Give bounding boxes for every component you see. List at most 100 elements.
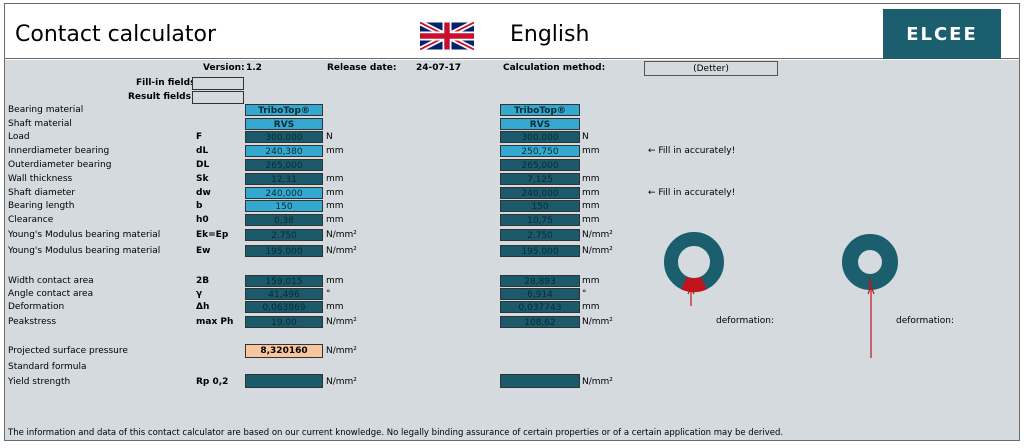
row-unit-a: mm bbox=[326, 215, 344, 225]
result-value-b: 28,893 bbox=[500, 275, 580, 287]
row-label: Shaft diameter bbox=[8, 188, 76, 198]
result-value-b: 6,914 bbox=[500, 288, 580, 300]
row-label: Innerdiameter bearing bbox=[8, 146, 110, 156]
row-value-a[interactable]: TriboTop® bbox=[245, 104, 323, 116]
result-unit-a: mm bbox=[326, 276, 344, 286]
row-value-b: 7,125 bbox=[500, 173, 580, 185]
result-symbol: max Ph bbox=[196, 317, 234, 327]
row-unit-b: mm bbox=[582, 201, 600, 211]
row-value-a[interactable]: 240,000 bbox=[245, 187, 323, 199]
row-unit-b: N/mm² bbox=[582, 246, 613, 256]
result-symbol: γ bbox=[196, 289, 203, 299]
row-symbol: Ew bbox=[196, 246, 211, 256]
row-label: Shaft material bbox=[8, 119, 72, 129]
row-symbol: dw bbox=[196, 188, 211, 198]
app-title: Contact calculator bbox=[15, 22, 217, 47]
disclaimer: The information and data of this contact… bbox=[8, 428, 784, 438]
row-unit-a: N/mm² bbox=[326, 230, 357, 240]
row-value-b: 2.750 bbox=[500, 229, 580, 241]
row-label: Young's Modulus bearing material bbox=[8, 230, 161, 240]
version-value: 1.2 bbox=[246, 63, 262, 73]
row-note: ← Fill in accurately! bbox=[648, 188, 736, 198]
method-select[interactable]: (Detter) bbox=[644, 61, 778, 76]
row-unit-b: mm bbox=[582, 174, 600, 184]
result-unit-b: mm bbox=[582, 302, 600, 312]
result-label: Peakstress bbox=[8, 317, 57, 327]
row-unit-a: N bbox=[326, 132, 333, 142]
result-value-a: 0,063869 bbox=[245, 301, 323, 313]
result-unit-b: N/mm² bbox=[582, 317, 613, 327]
row-symbol: DL bbox=[196, 160, 210, 170]
result-label: Width contact area bbox=[8, 276, 94, 286]
result-value-a: 19,00 bbox=[245, 316, 323, 328]
row-value-a: 0,38 bbox=[245, 214, 323, 226]
row-symbol: b bbox=[196, 201, 203, 211]
projected-value: 8,320160 bbox=[245, 344, 323, 358]
projected-label: Projected surface pressure bbox=[8, 346, 128, 356]
row-unit-b: N bbox=[582, 132, 589, 142]
version-label: Version: bbox=[203, 63, 245, 73]
row-value-b[interactable]: TriboTop® bbox=[500, 104, 580, 116]
row-value-b[interactable]: 250,750 bbox=[500, 145, 580, 157]
row-unit-b: mm bbox=[582, 188, 600, 198]
row-label: Outerdiameter bearing bbox=[8, 160, 112, 170]
fillin-legend-box bbox=[192, 77, 244, 90]
yield-unit-a: N/mm² bbox=[326, 377, 357, 387]
row-note: ← Fill in accurately! bbox=[648, 146, 736, 156]
release-label: Release date: bbox=[327, 63, 397, 73]
row-value-a: 300.000 bbox=[245, 131, 323, 143]
yield-value-a[interactable] bbox=[245, 374, 323, 388]
row-value-a: 2.750 bbox=[245, 229, 323, 241]
result-value-b: 0,037743 bbox=[500, 301, 580, 313]
release-value: 24-07-17 bbox=[416, 63, 462, 73]
result-label: Angle contact area bbox=[8, 289, 94, 299]
result-unit-a: ° bbox=[326, 289, 331, 299]
yield-symbol: Rp 0,2 bbox=[196, 377, 229, 387]
row-value-a[interactable]: 150 bbox=[245, 200, 323, 212]
result-unit-a: N/mm² bbox=[326, 317, 357, 327]
result-label: Deformation bbox=[8, 302, 65, 312]
row-value-b: 300.000 bbox=[500, 131, 580, 143]
yield-unit-b: N/mm² bbox=[582, 377, 613, 387]
row-value-a[interactable]: 240,380 bbox=[245, 145, 323, 157]
row-label: Bearing length bbox=[8, 201, 75, 211]
projected-unit: N/mm² bbox=[326, 346, 357, 356]
row-value-b: 10,75 bbox=[500, 214, 580, 226]
header: Contact calculator English ELCEE bbox=[5, 4, 1019, 59]
result-legend-box bbox=[192, 91, 244, 104]
row-value-b[interactable]: RVS bbox=[500, 118, 580, 130]
row-value-a: 195.000 bbox=[245, 245, 323, 257]
language-label: English bbox=[510, 22, 590, 47]
result-unit-b: mm bbox=[582, 276, 600, 286]
result-unit-a: mm bbox=[326, 302, 344, 312]
deformation-diagram-b bbox=[842, 234, 898, 358]
elcee-logo: ELCEE bbox=[883, 9, 1001, 59]
result-value-b: 108,62 bbox=[500, 316, 580, 328]
row-unit-a: mm bbox=[326, 146, 344, 156]
row-unit-a: mm bbox=[326, 201, 344, 211]
row-value-b: 240,000 bbox=[500, 187, 580, 199]
row-value-b: 150 bbox=[500, 200, 580, 212]
row-label: Clearance bbox=[8, 215, 54, 225]
result-symbol: 2B bbox=[196, 276, 210, 286]
row-symbol: Ek=Ep bbox=[196, 230, 229, 240]
result-unit-b: ° bbox=[582, 289, 587, 299]
fillin-label: Fill-in fields: bbox=[136, 78, 200, 88]
row-label: Load bbox=[8, 132, 30, 142]
row-value-b: 265,000 bbox=[500, 159, 580, 171]
row-symbol: dL bbox=[196, 146, 209, 156]
deformation-diagram-a bbox=[664, 232, 724, 306]
yield-label: Yield strength bbox=[8, 377, 71, 387]
row-value-a[interactable]: RVS bbox=[245, 118, 323, 130]
row-value-b: 195.000 bbox=[500, 245, 580, 257]
result-value-a: 41,496 bbox=[245, 288, 323, 300]
row-unit-b: N/mm² bbox=[582, 230, 613, 240]
row-value-a: 12,31 bbox=[245, 173, 323, 185]
row-value-a: 265,000 bbox=[245, 159, 323, 171]
uk-flag-icon[interactable] bbox=[420, 22, 474, 50]
method-label: Calculation method: bbox=[503, 63, 606, 73]
result-label: Result fields: bbox=[128, 92, 195, 102]
row-unit-a: mm bbox=[326, 174, 344, 184]
yield-value-b[interactable] bbox=[500, 374, 580, 388]
row-label: Young's Modulus bearing material bbox=[8, 246, 161, 256]
